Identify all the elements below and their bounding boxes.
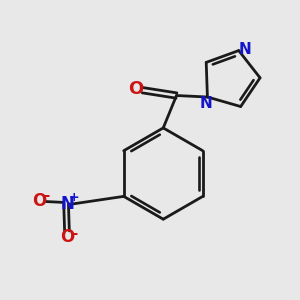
Text: O: O	[32, 192, 47, 210]
Text: N: N	[200, 96, 213, 111]
Text: +: +	[69, 190, 80, 204]
Text: N: N	[60, 195, 74, 213]
Text: -: -	[71, 226, 78, 241]
Text: -: -	[43, 188, 50, 202]
Text: O: O	[128, 80, 144, 98]
Text: N: N	[239, 42, 252, 57]
Text: O: O	[60, 229, 75, 246]
